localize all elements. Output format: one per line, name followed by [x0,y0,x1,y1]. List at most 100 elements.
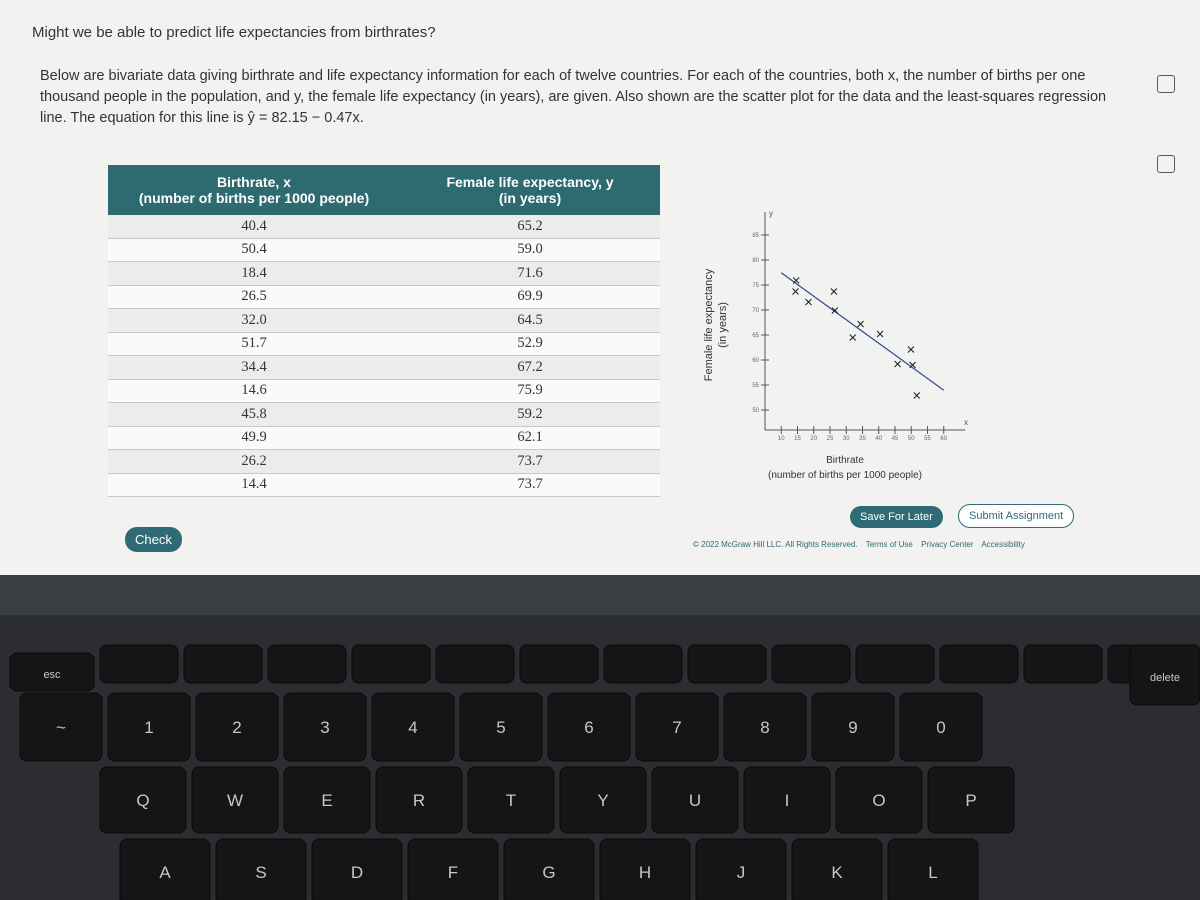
table-cell: 73.7 [400,473,660,497]
key-label: 1 [144,718,153,737]
data-point [913,392,921,399]
key [195,692,279,762]
save-button[interactable]: Save For Later [850,506,943,528]
table-cell: 69.9 [400,285,660,309]
table-cell: 18.4 [108,261,400,286]
key [519,644,599,684]
key-label: 4 [408,718,417,737]
key [283,692,367,762]
key-label: R [413,791,425,810]
sidebar-icon[interactable] [1157,155,1175,173]
data-point [894,360,901,368]
key-label: 0 [936,718,945,737]
key-label: I [785,791,790,810]
column-header: Birthrate, x (number of births per 1000 p… [108,165,400,215]
key [687,644,767,684]
x-tick-label: 40 [875,436,882,442]
table-cell: 73.7 [400,449,660,474]
key [119,838,211,900]
key [435,644,515,684]
header-line: Female life expectancy, y [446,174,614,190]
table-row: 32.0 64.5 [108,308,660,333]
key-label: H [639,863,651,882]
y-tick-label: 65 [752,333,759,339]
table-cell: 40.4 [108,215,400,239]
key [283,766,371,834]
data-point [792,288,799,295]
table-cell: 62.1 [400,426,660,450]
data-point [909,361,916,369]
copyright: © 2022 McGraw Hill LLC. All Rights Reser… [693,540,858,549]
key [19,692,103,762]
key-label: 2 [232,718,241,737]
key [887,838,979,900]
table-row: 40.4 65.2 [108,215,660,239]
table-row: 50.4 59.0 [108,238,660,262]
data-point [857,320,864,328]
key [99,644,179,684]
intro-text: Below are bivariate data giving birthrat… [40,68,1107,126]
key-label: 5 [496,718,505,737]
check-button[interactable]: Check [125,527,182,552]
key [603,644,683,684]
data-point [831,307,839,314]
table-cell: 51.7 [108,332,400,356]
sidebar-icon[interactable] [1157,75,1175,93]
table-cell: 26.5 [108,285,400,309]
key [467,766,555,834]
key-label: Y [597,791,608,810]
table-cell: 65.2 [400,215,660,239]
table-cell: 32.0 [108,308,400,333]
key [599,838,691,900]
table-cell: 71.6 [400,261,660,286]
table-body: 40.4 65.2 50.4 59.0 18.4 71.6 26.5 69.9 32.0 64.5… [108,215,660,497]
footer-link[interactable]: Accessibility [981,540,1025,549]
key [311,838,403,900]
footer-link[interactable]: Terms of Use [865,540,913,549]
key [651,766,739,834]
header-line: (number of births per 1000 people) [138,190,370,206]
submit-button[interactable]: Submit Assignment [958,504,1075,528]
axis-letter: x [964,418,968,427]
x-tick-label: 60 [940,436,947,442]
x-axis-title: Birthrate [826,455,864,466]
table-row: 51.7 52.9 [108,332,660,356]
x-axis-title: (number of births per 1000 people) [768,470,922,481]
axis-letter: y [769,209,773,218]
table-row: 18.4 71.6 [108,261,660,286]
key [459,692,543,762]
footer-link[interactable]: Privacy Center [921,540,974,549]
key-label: 8 [760,718,769,737]
question: Might we be able to predict life expecta… [32,24,436,41]
y-tick-label: 55 [752,383,759,389]
y-tick-label: 75 [752,283,759,289]
data-table: Birthrate, x (number of births per 1000 p… [108,165,660,497]
key-label: G [542,863,555,882]
x-tick-label: 35 [859,436,866,442]
key [99,766,187,834]
table-cell: 45.8 [108,402,400,427]
table-cell: 64.5 [400,308,660,333]
key-label: W [227,791,243,810]
y-axis-title-line: Female life expectancy [703,268,715,381]
key-label: ~ [56,718,66,737]
key [899,692,983,762]
key-label: O [872,791,885,810]
key [407,838,499,900]
key [183,644,263,684]
table-cell: 14.4 [108,473,400,497]
y-tick-label: 70 [752,308,759,314]
x-tick-label: 10 [778,436,785,442]
key [371,692,455,762]
key-label: J [737,863,746,882]
y-tick-label: 50 [752,408,759,414]
table-cell: 52.9 [400,332,660,356]
table-cell: 34.4 [108,355,400,380]
key [503,838,595,900]
key [1129,644,1200,706]
header-line: Birthrate, x [217,174,291,190]
key-label: 9 [848,718,857,737]
table-cell: 50.4 [108,238,400,262]
key [1023,644,1103,684]
